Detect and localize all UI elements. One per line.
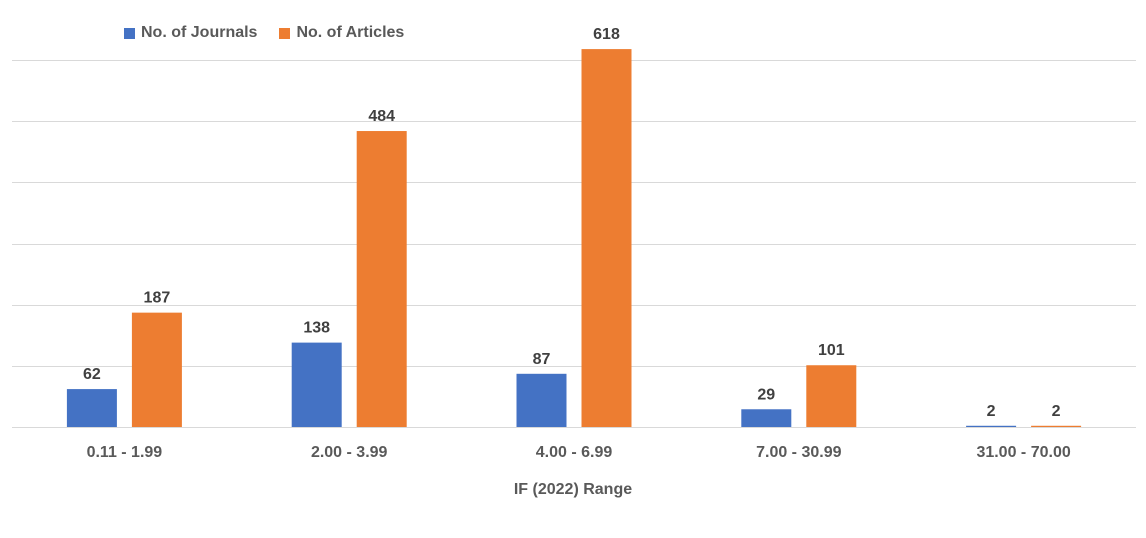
bar-articles <box>806 365 857 427</box>
bar-articles <box>356 131 407 427</box>
bar-articles <box>1031 425 1082 427</box>
x-tick-label: 0.11 - 1.99 <box>87 444 163 461</box>
legend-item-journals: No. of Journals <box>124 24 257 42</box>
data-label: 29 <box>757 386 775 403</box>
data-label: 187 <box>144 290 171 307</box>
bar-journals <box>741 409 792 427</box>
legend-label-articles: No. of Articles <box>296 24 405 41</box>
x-tick-label: 2.00 - 3.99 <box>311 444 388 461</box>
data-label: 62 <box>83 366 101 383</box>
legend-swatch-journals <box>124 27 135 39</box>
legend-item-articles: No. of Articles <box>279 24 404 42</box>
legend: No. of Journals No. of Articles <box>124 24 404 42</box>
x-tick-label: 7.00 - 30.99 <box>756 444 842 461</box>
bar-articles <box>131 312 182 427</box>
legend-swatch-articles <box>279 27 291 39</box>
x-tick-label: 31.00 - 70.00 <box>976 444 1070 461</box>
bar-journals <box>516 373 567 427</box>
x-tick-label: 4.00 - 6.99 <box>536 444 613 461</box>
bar-journals <box>966 425 1017 427</box>
bar-articles <box>581 49 632 428</box>
bar-journals <box>66 389 117 427</box>
data-label: 618 <box>593 26 620 43</box>
data-label: 138 <box>303 320 330 337</box>
x-axis-title: IF (2022) Range <box>513 481 633 498</box>
data-label: 87 <box>533 351 551 368</box>
bar-journals <box>291 342 342 427</box>
data-label: 484 <box>368 108 395 125</box>
data-label: 101 <box>818 342 845 359</box>
data-label: 2 <box>1052 403 1061 420</box>
data-label: 2 <box>987 403 996 420</box>
legend-label-journals: No. of Journals <box>141 24 258 41</box>
